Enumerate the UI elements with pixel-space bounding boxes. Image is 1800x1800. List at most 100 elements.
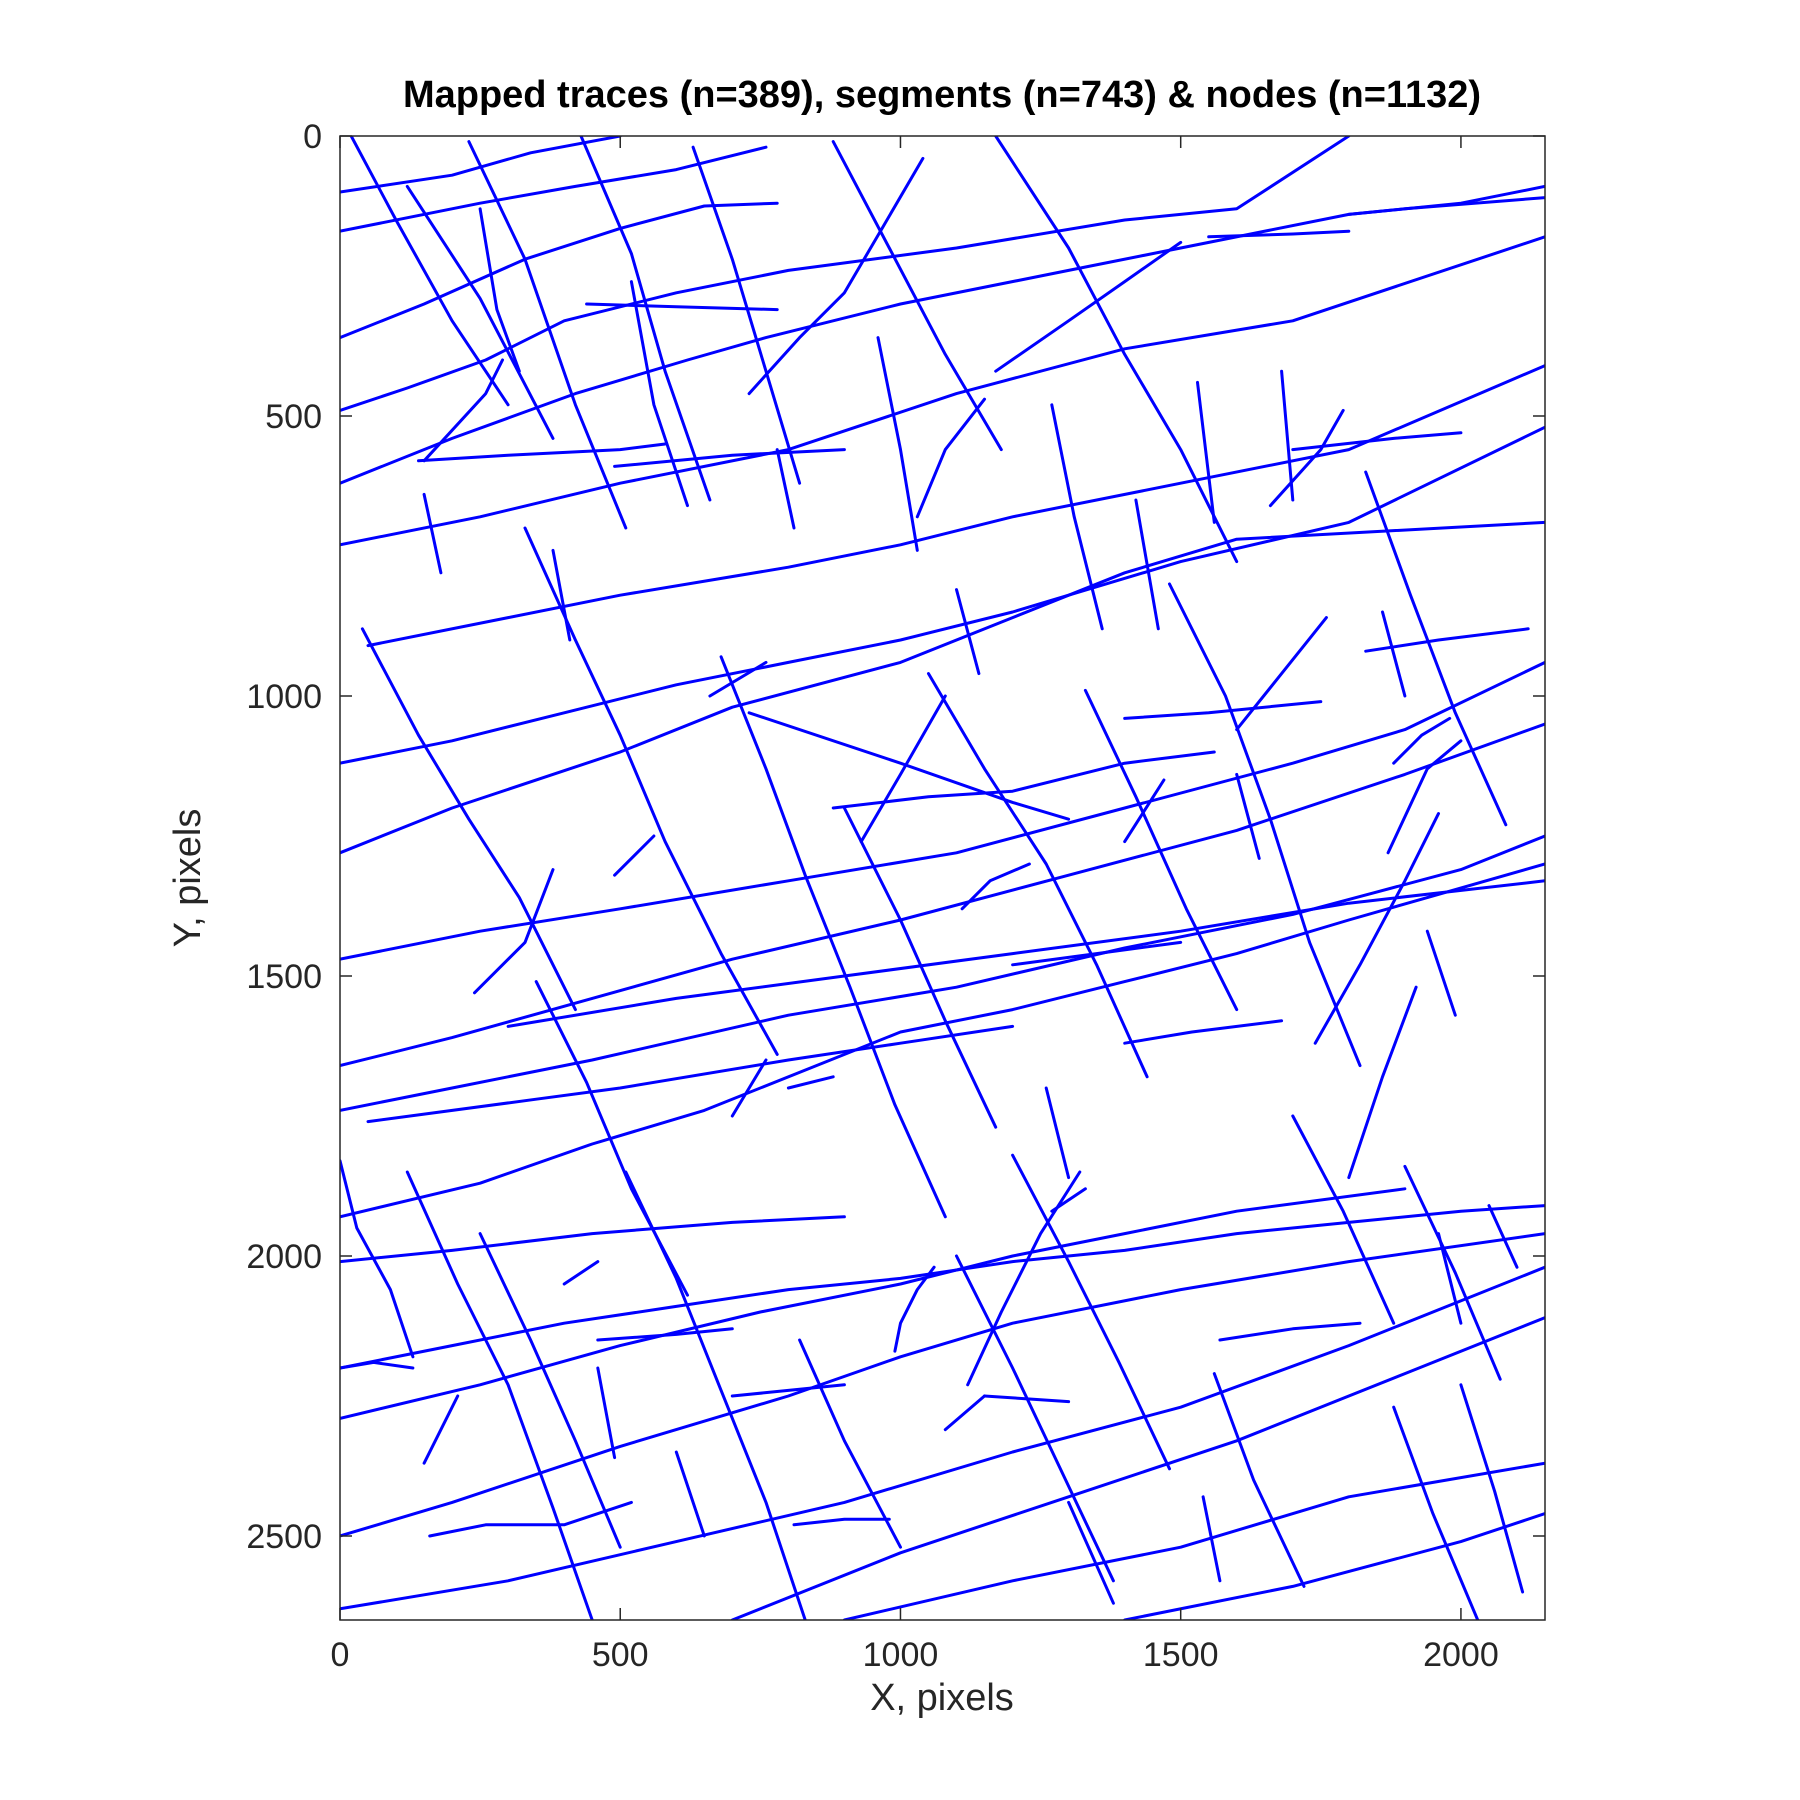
fracture-trace-75: [747, 156, 925, 396]
fracture-trace-85: [422, 1394, 460, 1465]
fracture-trace-103: [596, 1327, 734, 1342]
fracture-trace-51: [1067, 1500, 1115, 1605]
fracture-trace-20: [730, 1316, 1545, 1620]
fracture-trace-78: [1235, 616, 1328, 732]
fracture-trace-72: [422, 358, 504, 463]
fracture-trace-100: [1123, 1019, 1284, 1045]
fracture-trace-21: [842, 1461, 1545, 1620]
fracture-trace-87: [915, 397, 986, 519]
y-tick-label-5: 2500: [246, 1518, 322, 1556]
fracture-trace-90: [831, 750, 1216, 810]
fracture-trace-73: [473, 868, 555, 995]
fracture-trace-101: [983, 1394, 1071, 1404]
fracture-trace-63: [1235, 772, 1261, 860]
y-axis-label: Y, pixels: [167, 809, 209, 948]
fracture-trace-44: [1392, 1405, 1480, 1620]
fracture-trace-59: [422, 492, 443, 575]
fracture-trace-66: [1044, 1086, 1071, 1180]
fracture-trace-5: [340, 235, 1545, 547]
fracture-trace-77: [1268, 408, 1345, 508]
fracture-trace-17: [340, 1187, 1407, 1420]
fracture-trace-34: [1168, 582, 1362, 1068]
fracture-trace-24: [405, 184, 555, 440]
fracture-trace-19: [340, 1265, 1545, 1611]
fracture-trace-43: [1212, 1372, 1306, 1588]
fracture-trace-56: [1134, 498, 1160, 631]
y-tick-label-0: 0: [303, 118, 322, 156]
fracture-trace-113: [562, 1260, 600, 1286]
fracture-trace-96: [1291, 431, 1463, 452]
fracture-trace-114: [786, 1075, 835, 1090]
fracture-trace-0: [340, 136, 622, 194]
fracture-trace-48: [1403, 1164, 1502, 1381]
fracture-trace-79: [1313, 812, 1440, 1045]
fracture-trace-92: [613, 448, 846, 468]
fracture-trace-12: [506, 879, 1545, 1028]
fracture-trace-58: [1280, 369, 1295, 502]
fracture-trace-6: [366, 364, 1545, 648]
fracture-trace-41: [798, 1338, 902, 1549]
fracture-trace-60: [551, 548, 572, 642]
fracture-trace-45: [340, 1159, 415, 1359]
fracture-trace-54: [876, 336, 919, 552]
fracture-trace-9: [340, 660, 1545, 961]
fracture-trace-13: [366, 1024, 1015, 1124]
fracture-trace-74: [708, 660, 768, 698]
fracture-trace-30: [360, 627, 577, 1012]
fracture-trace-40: [624, 1170, 807, 1620]
x-tick-label-0: 0: [331, 1636, 350, 1674]
fracture-trace-86: [730, 1058, 768, 1118]
x-tick-label-1: 500: [592, 1636, 649, 1674]
fracture-trace-36: [1083, 688, 1239, 1012]
fracture-trace-65: [1425, 929, 1457, 1017]
fracture-trace-2: [340, 201, 779, 340]
fracture-trace-11: [340, 834, 1545, 1112]
fracture-trace-106: [340, 1360, 415, 1370]
fracture-trace-93: [585, 302, 779, 312]
plot-frame: [339, 135, 1546, 1621]
fracture-trace-37: [842, 806, 998, 1129]
fracture-trace-84: [1386, 739, 1463, 855]
fracture-trace-46: [478, 1232, 622, 1549]
fracture-trace-99: [1011, 940, 1183, 967]
x-tick-label-2: 1000: [863, 1636, 939, 1674]
fracture-trace-64: [1381, 610, 1407, 698]
fracture-trace-42: [955, 1254, 1115, 1583]
fracture-trace-50: [1459, 1383, 1525, 1594]
fracture-trace-15: [340, 862, 1545, 1219]
fracture-trace-3: [340, 136, 1351, 412]
fracture-trace-35: [1364, 470, 1508, 827]
x-axis-ticks: 0 500 1000 1500 2000: [331, 136, 1499, 1674]
fracture-trace-83: [1123, 778, 1166, 844]
fracture-trace-61: [775, 448, 796, 530]
y-tick-label-2: 1000: [246, 678, 322, 716]
fracture-trace-18: [340, 1232, 1545, 1538]
fracture-trace-95: [1347, 196, 1545, 216]
fracture-trace-89: [747, 711, 1071, 821]
fracture-trace-53: [629, 280, 689, 508]
fracture-trace-107: [428, 1500, 633, 1538]
fracture-trace-109: [960, 862, 1031, 911]
fracture-trace-80: [1347, 985, 1418, 1180]
fracture-trace-28: [831, 140, 1003, 452]
fracture-trace-39: [405, 1170, 594, 1620]
fracture-trace-111: [1050, 1187, 1087, 1213]
fracture-trace-55: [1050, 403, 1104, 631]
fracture-trace-102: [1218, 1321, 1362, 1342]
fracture-trace-104: [730, 1383, 846, 1398]
fracture-trace-97: [1364, 627, 1530, 653]
fracture-trace-71: [1487, 1204, 1519, 1269]
y-axis-ticks: 0 500 1000 1500 2000 2500: [246, 118, 1545, 1556]
fracture-trace-8: [340, 520, 1545, 855]
fracture-trace-1: [340, 145, 768, 233]
fracture-trace-52: [478, 207, 521, 373]
fracture-trace-22: [1123, 1512, 1545, 1620]
fracture-trace-49: [1291, 1114, 1396, 1325]
fracture-trace-82: [859, 694, 947, 844]
fracture-trace-57: [1196, 380, 1216, 524]
fracture-trace-62: [955, 588, 981, 676]
fracture-trace-33: [927, 672, 1149, 1079]
x-axis-label: X, pixels: [870, 1677, 1014, 1719]
fracture-trace-29: [994, 136, 1239, 564]
